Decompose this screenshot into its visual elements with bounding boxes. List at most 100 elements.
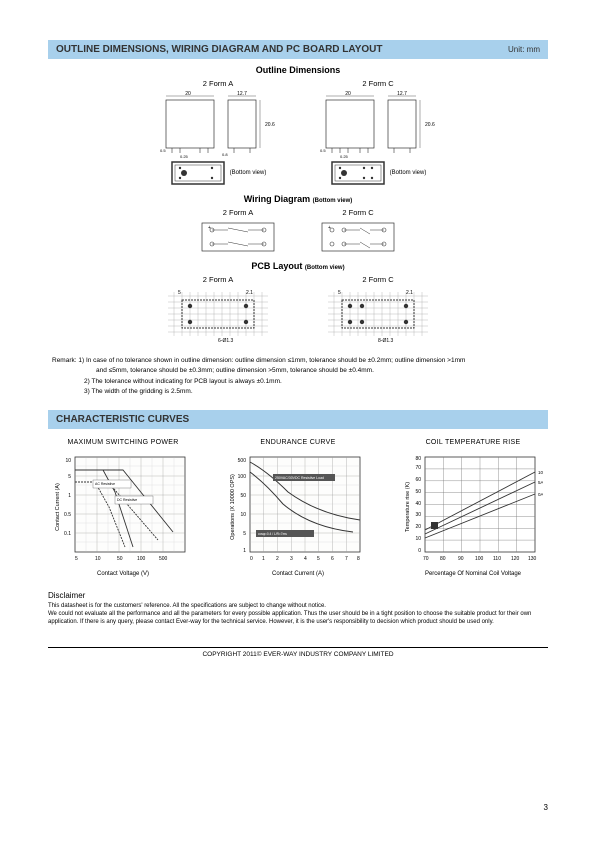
disclaimer-title: Disclaimer (48, 591, 548, 600)
svg-text:130: 130 (528, 556, 537, 562)
svg-text:+: + (328, 225, 331, 231)
svg-text:7: 7 (345, 556, 348, 562)
svg-text:8-Ø1.3: 8-Ø1.3 (378, 338, 394, 344)
svg-text:120: 120 (511, 556, 520, 562)
outline-form-c: 2 Form C 20 12.7 20.6 0.5 0.25 (318, 79, 438, 186)
pcb-c: 2 Form C 52.1 8-Ø1.3 (318, 275, 438, 346)
remark-1: Remark: 1) In case of no tolerance shown… (52, 356, 544, 366)
svg-text:Operations (X 10000 OPS): Operations (X 10000 OPS) (230, 474, 236, 540)
svg-text:20: 20 (185, 91, 191, 97)
svg-text:2: 2 (276, 556, 279, 562)
wiring-a: 2 Form A + (198, 208, 278, 255)
svg-text:0.5: 0.5 (160, 148, 166, 153)
svg-text:0.5: 0.5 (64, 512, 71, 518)
svg-text:1: 1 (262, 556, 265, 562)
section-title-2: CHARACTERISTIC CURVES (56, 414, 189, 425)
wiring-row: 2 Form A + 2 Form C (48, 208, 548, 255)
svg-text:500: 500 (159, 556, 168, 562)
svg-text:10A: 10A (538, 470, 543, 475)
svg-text:100: 100 (238, 474, 247, 480)
page-number: 3 (544, 803, 548, 812)
pcb-title: PCB Layout (Bottom view) (48, 261, 548, 271)
svg-text:50: 50 (240, 493, 246, 499)
svg-text:3: 3 (290, 556, 293, 562)
svg-text:12.7: 12.7 (397, 91, 407, 97)
svg-text:Contact Current (A): Contact Current (A) (55, 483, 61, 531)
charts-row: MAXIMUM SWITCHING POWER (48, 439, 548, 577)
svg-text:6-Ø1.3: 6-Ø1.3 (218, 338, 234, 344)
pcb-svg-a: 5 2.1 6-Ø1.3 (158, 286, 278, 346)
svg-text:0A: 0A (538, 492, 543, 497)
footer: COPYRIGHT 2011© EVER-WAY INDUSTRY COMPAN… (48, 647, 548, 658)
svg-text:Temperature rise (K): Temperature rise (K) (405, 481, 411, 531)
chart-temp-rise: COIL TEMPERATURE RISE 10A 5A (398, 439, 548, 577)
wiring-svg-c: + (318, 219, 398, 255)
svg-text:90: 90 (458, 556, 464, 562)
svg-text:10: 10 (65, 458, 71, 464)
svg-text:+: + (208, 225, 211, 231)
chart1-svg: AC Resistive DC Resistive 10 5 1 0.5 0.1… (53, 452, 193, 567)
unit-label: Unit: mm (508, 45, 540, 54)
svg-text:50: 50 (117, 556, 123, 562)
svg-text:100: 100 (475, 556, 484, 562)
form-c-label: 2 Form C (362, 79, 393, 88)
wiring-title: Wiring Diagram (Bottom view) (48, 194, 548, 204)
svg-text:AC Resistive: AC Resistive (95, 482, 115, 486)
svg-text:8: 8 (357, 556, 360, 562)
pcb-svg-c: 52.1 8-Ø1.3 (318, 286, 438, 346)
svg-text:0.8: 0.8 (222, 152, 228, 157)
svg-text:500: 500 (238, 458, 247, 464)
remark-block: Remark: 1) In case of no tolerance shown… (52, 356, 544, 398)
svg-text:0.1: 0.1 (64, 531, 71, 537)
svg-text:4: 4 (304, 556, 307, 562)
svg-text:110: 110 (493, 556, 501, 562)
remark-1b: and ≤5mm, tolerance should be ±0.3mm; ou… (52, 366, 544, 376)
svg-text:0.25: 0.25 (340, 154, 349, 159)
svg-text:5: 5 (178, 290, 181, 296)
outline-svg-a: 20 12.7 20.6 0.5 0.25 0.8 (158, 90, 278, 160)
chart-max-switching: MAXIMUM SWITCHING POWER (48, 439, 198, 577)
svg-text:0: 0 (418, 548, 421, 554)
svg-text:10: 10 (415, 536, 421, 542)
section-title-1: OUTLINE DIMENSIONS, WIRING DIAGRAM AND P… (56, 44, 382, 55)
svg-text:2.1: 2.1 (246, 290, 253, 296)
svg-text:50: 50 (415, 489, 421, 495)
svg-text:5: 5 (68, 474, 71, 480)
svg-text:20.6: 20.6 (425, 122, 435, 128)
svg-text:5: 5 (75, 556, 78, 562)
chart3-svg: 10A 5A 0A 0 10 20 30 40 50 60 70 80 7080… (403, 452, 543, 567)
svg-text:0: 0 (250, 556, 253, 562)
bottom-view-a (170, 160, 226, 186)
svg-text:cosφ=0.4 / L/R=7ms: cosφ=0.4 / L/R=7ms (258, 532, 287, 536)
svg-text:70: 70 (415, 465, 421, 471)
svg-text:20: 20 (345, 91, 351, 97)
svg-text:5A: 5A (538, 480, 543, 485)
svg-text:40: 40 (415, 501, 421, 507)
svg-text:20: 20 (415, 524, 421, 530)
chart-endurance: ENDURANCE CURVE (223, 439, 373, 577)
outline-svg-c: 20 12.7 20.6 0.5 0.25 (318, 90, 438, 160)
svg-text:1: 1 (243, 548, 246, 554)
section-bar-curves: CHARACTERISTIC CURVES (48, 410, 548, 429)
outline-form-a: 2 Form A 20 12.7 20.6 0.5 0.25 0.8 (158, 79, 278, 186)
svg-text:10: 10 (240, 512, 246, 518)
wiring-c: 2 Form C + (318, 208, 398, 255)
svg-text:2.1: 2.1 (406, 290, 413, 296)
chart2-svg: 250VAC/30VDC Resistive Load cosφ=0.4 / L… (228, 452, 368, 567)
pcb-row: 2 Form A 52.1 6-Ø1.3 2 Form C (48, 275, 548, 346)
svg-text:70: 70 (423, 556, 429, 562)
svg-text:0.25: 0.25 (180, 154, 189, 159)
svg-text:1: 1 (68, 493, 71, 499)
svg-text:5: 5 (243, 531, 246, 537)
svg-text:0.5: 0.5 (320, 148, 326, 153)
pcb-a: 2 Form A 52.1 6-Ø1.3 (158, 275, 278, 346)
svg-text:80: 80 (415, 456, 421, 462)
bottom-view-c (330, 160, 386, 186)
svg-text:100: 100 (137, 556, 146, 562)
section-bar-outline: OUTLINE DIMENSIONS, WIRING DIAGRAM AND P… (48, 40, 548, 59)
svg-text:60: 60 (415, 477, 421, 483)
svg-text:10: 10 (95, 556, 101, 562)
bottom-view-label-a: (Bottom view) (230, 170, 267, 176)
svg-text:30: 30 (415, 512, 421, 518)
svg-text:6: 6 (331, 556, 334, 562)
